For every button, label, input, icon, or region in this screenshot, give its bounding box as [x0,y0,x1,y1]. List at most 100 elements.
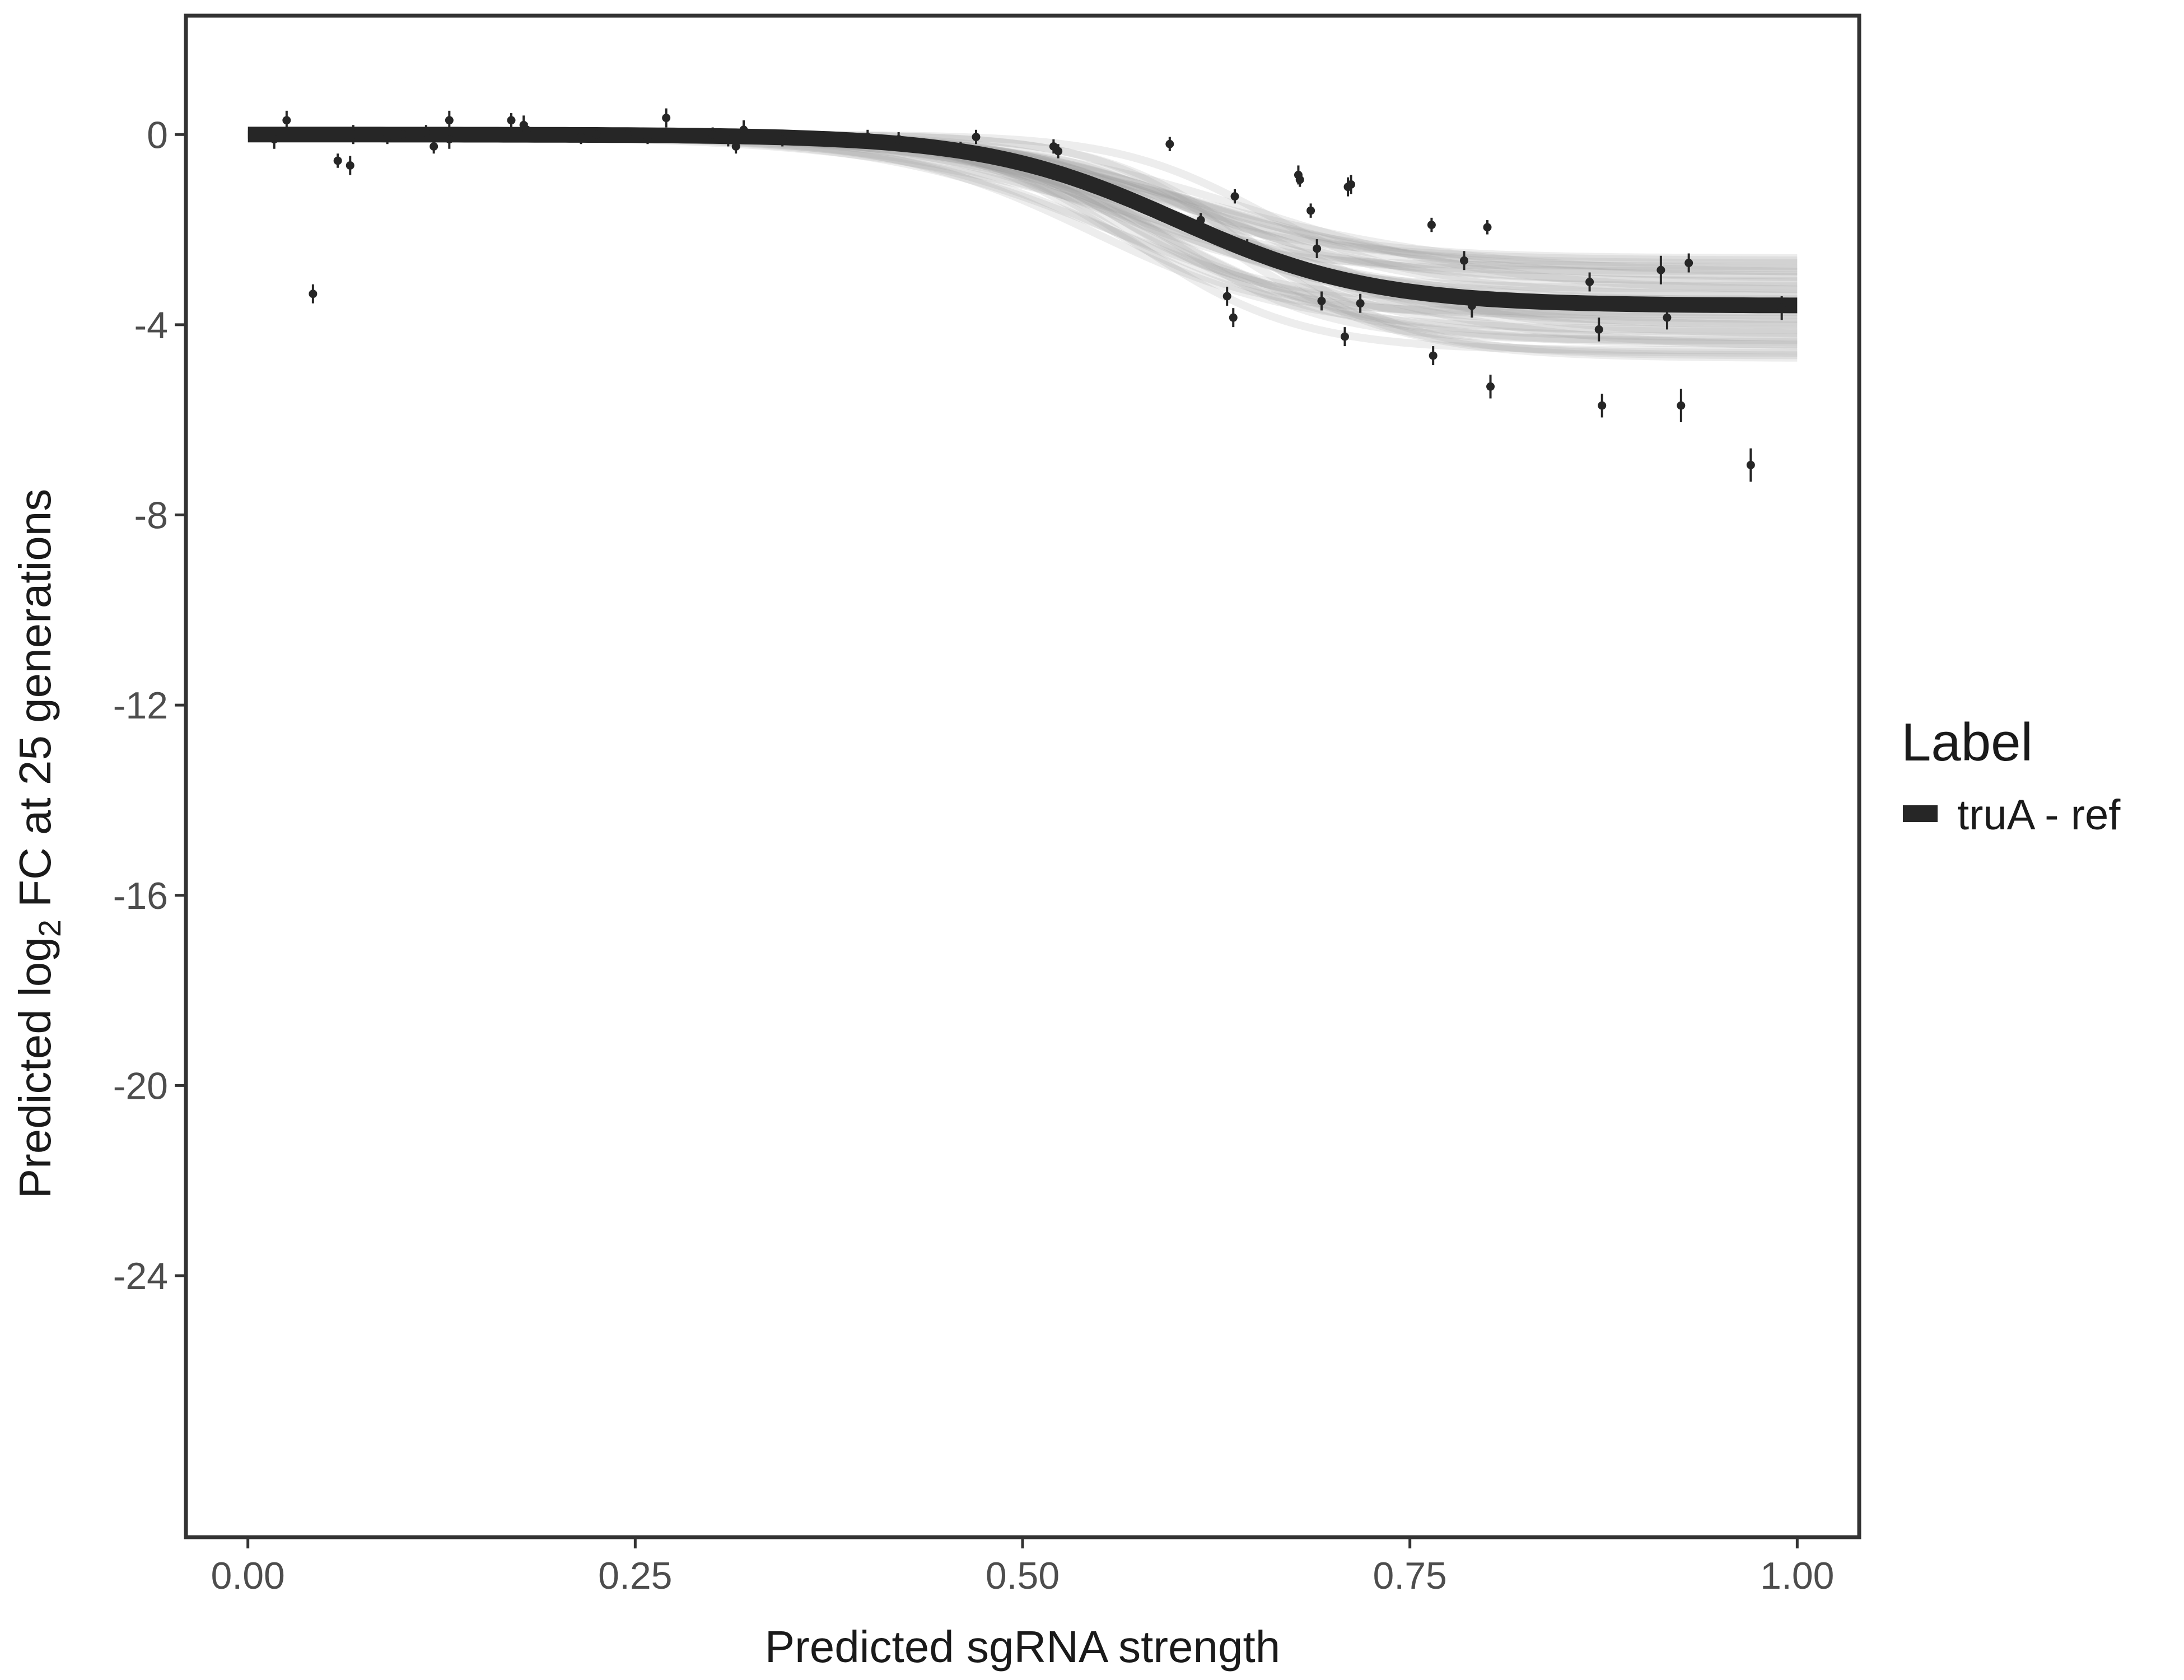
point-marker [1317,296,1326,305]
point-marker [941,144,950,153]
data-point [778,132,787,147]
data-point [1165,137,1174,151]
data-point [1243,239,1252,254]
data-point [383,129,392,144]
y-axis: 0 -4 -8 -12 -16 -20 -24 [113,114,184,1298]
data-point [1347,175,1356,194]
y-tick-label: -4 [134,304,168,347]
data-point [731,139,740,154]
data-point [708,127,717,142]
point-marker [1746,460,1755,469]
y-tick-label: 0 [147,114,168,156]
data-point [972,129,981,144]
point-marker [643,133,652,142]
data-point [941,142,950,156]
fit-curve-layer [248,127,1798,314]
fit-curve-truA-ref [248,127,1798,314]
data-point [1340,327,1349,347]
y-axis-title-prefix: Predicted log [10,937,60,1198]
y-tick-label: -12 [113,684,168,727]
point-marker [1598,401,1607,410]
point-marker [956,144,965,153]
data-point [1585,272,1594,292]
data-point [1746,448,1755,482]
data-point [1486,375,1495,399]
point-marker [1243,242,1252,251]
point-marker [445,116,454,125]
point-marker [1356,299,1365,308]
data-point [422,125,431,139]
data-point [1222,286,1231,306]
data-point [1313,239,1322,259]
data-point [592,127,601,142]
point-marker [507,116,516,125]
data-point [623,127,632,142]
point-marker [731,142,740,151]
point-marker [1313,244,1322,253]
data-point [349,125,358,144]
data-points-layer [270,108,1786,482]
x-axis-title: Predicted sgRNA strength [765,1622,1280,1672]
point-marker [708,130,717,139]
point-marker [739,125,748,134]
y-axis-title: Predicted log2 FC at 25 generations [10,489,67,1198]
point-marker [1460,256,1468,265]
point-marker [383,133,392,142]
point-marker [270,135,279,144]
point-marker [577,133,585,142]
legend-title: Label [1901,712,2033,772]
point-marker [1295,175,1304,184]
data-point [724,132,732,147]
x-tick-label: 0.25 [598,1555,672,1597]
data-point [1677,389,1686,422]
data-point [1196,213,1205,227]
point-marker [1429,351,1438,360]
point-marker [1427,221,1436,230]
point-marker [346,161,354,170]
y-axis-title-subscript: 2 [32,920,67,937]
x-tick-label: 0.50 [986,1555,1060,1597]
point-marker [309,290,318,298]
point-marker [333,156,342,165]
x-axis: 0.00 0.25 0.50 0.75 1.00 [211,1539,1835,1597]
point-marker [430,142,438,151]
point-marker [592,130,601,139]
point-marker [1777,304,1786,312]
y-tick-label: -24 [113,1255,168,1298]
data-point [1777,296,1786,320]
data-point [956,142,965,156]
point-marker [1585,277,1594,286]
point-marker [1467,301,1476,310]
data-point [333,153,342,168]
legend-label-truA-ref: truA - ref [1957,791,2121,839]
point-marker [1594,325,1603,334]
point-marker [398,130,407,139]
data-point [1467,293,1476,318]
point-marker [863,133,872,142]
point-marker [1196,216,1205,225]
point-marker [1229,313,1238,322]
point-marker [282,116,291,125]
point-marker [445,135,454,144]
point-marker [422,128,431,137]
data-point [577,129,585,144]
point-marker [662,114,671,123]
point-marker [623,130,632,139]
y-axis-title-suffix: FC at 25 generations [10,489,60,920]
point-marker [1483,223,1492,232]
data-point [662,108,671,128]
point-marker [1663,313,1672,322]
y-tick-label: -16 [113,875,168,917]
point-marker [1347,180,1356,189]
data-point [643,129,652,144]
point-marker [349,130,358,139]
point-marker [522,125,531,134]
point-marker [1054,147,1063,156]
data-point [1317,291,1326,311]
data-point [445,110,454,130]
point-marker [778,135,787,144]
plot-panel-border [184,13,1861,1539]
point-marker [1677,401,1686,410]
data-point [1306,203,1315,218]
data-point [1230,189,1239,204]
